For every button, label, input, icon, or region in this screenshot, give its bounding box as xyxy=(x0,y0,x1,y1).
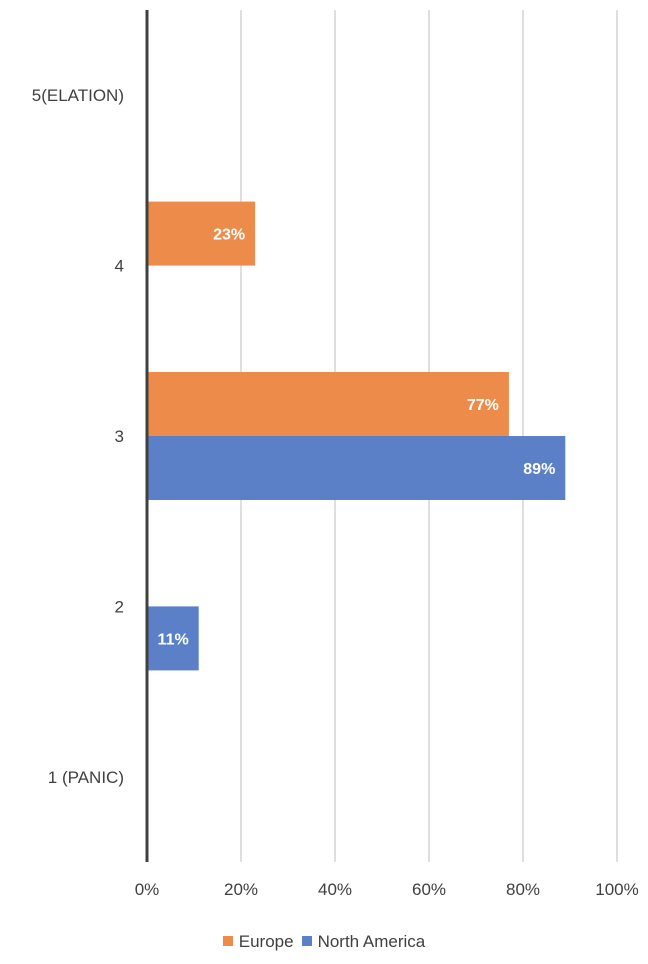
data-label: 0% xyxy=(162,56,185,73)
bar-europe xyxy=(147,201,256,266)
tick-labels: 0% 20% 40% 60% 80% 100% xyxy=(135,880,639,899)
data-label: 23% xyxy=(213,227,245,244)
data-label: 89% xyxy=(523,461,555,478)
data-label: 0% xyxy=(162,120,185,137)
category-label: 1 (PANIC) xyxy=(48,768,124,787)
bars xyxy=(147,201,566,671)
data-label: 0% xyxy=(162,567,185,584)
category-label: 4 xyxy=(115,257,124,276)
data-label: 77% xyxy=(467,397,499,414)
category-label: 3 xyxy=(115,427,124,446)
x-tick-label: 0% xyxy=(135,880,160,899)
bar-north-america xyxy=(147,606,199,671)
x-tick-label: 100% xyxy=(595,880,638,899)
data-label: 0% xyxy=(162,802,185,819)
category-label: 5(ELATION) xyxy=(32,86,124,105)
data-label: 0% xyxy=(162,738,185,755)
bar-north-america xyxy=(147,436,566,500)
legend-swatch xyxy=(301,936,312,946)
legend-item: Europe xyxy=(222,932,294,952)
legend: Europe North America xyxy=(0,932,648,952)
x-tick-label: 40% xyxy=(318,880,352,899)
data-label: 0% xyxy=(162,291,185,308)
legend-label: North America xyxy=(317,932,426,951)
data-labels: 0% 0% 0% 11% 77% 89% 23% 0% 0% 0% xyxy=(158,56,556,819)
category-labels: 1 (PANIC) 2 3 4 5(ELATION) xyxy=(32,86,124,787)
x-tick-label: 20% xyxy=(224,880,258,899)
category-label: 2 xyxy=(115,597,124,616)
legend-swatch xyxy=(222,936,233,946)
data-label: 11% xyxy=(158,631,189,648)
bar-chart: 0% 0% 0% 11% 77% 89% 23% 0% 0% 0% 1 (PANIC) 2 3 4 5(E… xyxy=(32,10,639,899)
legend-item: North America xyxy=(301,932,426,952)
x-tick-label: 60% xyxy=(412,880,446,899)
x-tick-label: 80% xyxy=(506,880,540,899)
legend-label: Europe xyxy=(238,932,294,951)
bar-europe xyxy=(147,372,509,436)
